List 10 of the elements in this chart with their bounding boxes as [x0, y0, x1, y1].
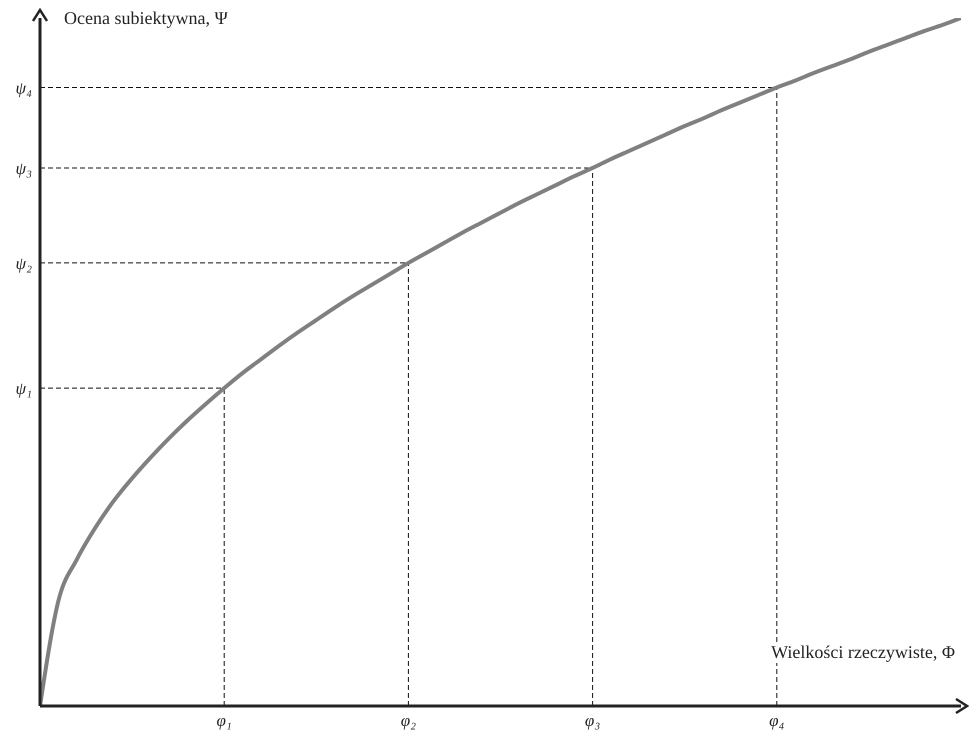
x-tick-label: φ₂ — [400, 711, 416, 730]
ref-line-label: ψ₁ — [16, 379, 32, 398]
ref-line-label: ψ₂ — [16, 254, 32, 273]
y-axis-title: Ocena subiektywna, Ψ — [64, 8, 228, 29]
x-tick-label: φ₃ — [584, 711, 600, 730]
x-axis-title: Wielkości rzeczywiste, Φ — [771, 642, 955, 663]
x-tick-label: φ₁ — [216, 711, 232, 730]
x-tick-label: φ₄ — [769, 711, 785, 730]
ref-line-label: ψ₄ — [16, 78, 32, 98]
ref-line-label: ψ₃ — [16, 159, 32, 178]
